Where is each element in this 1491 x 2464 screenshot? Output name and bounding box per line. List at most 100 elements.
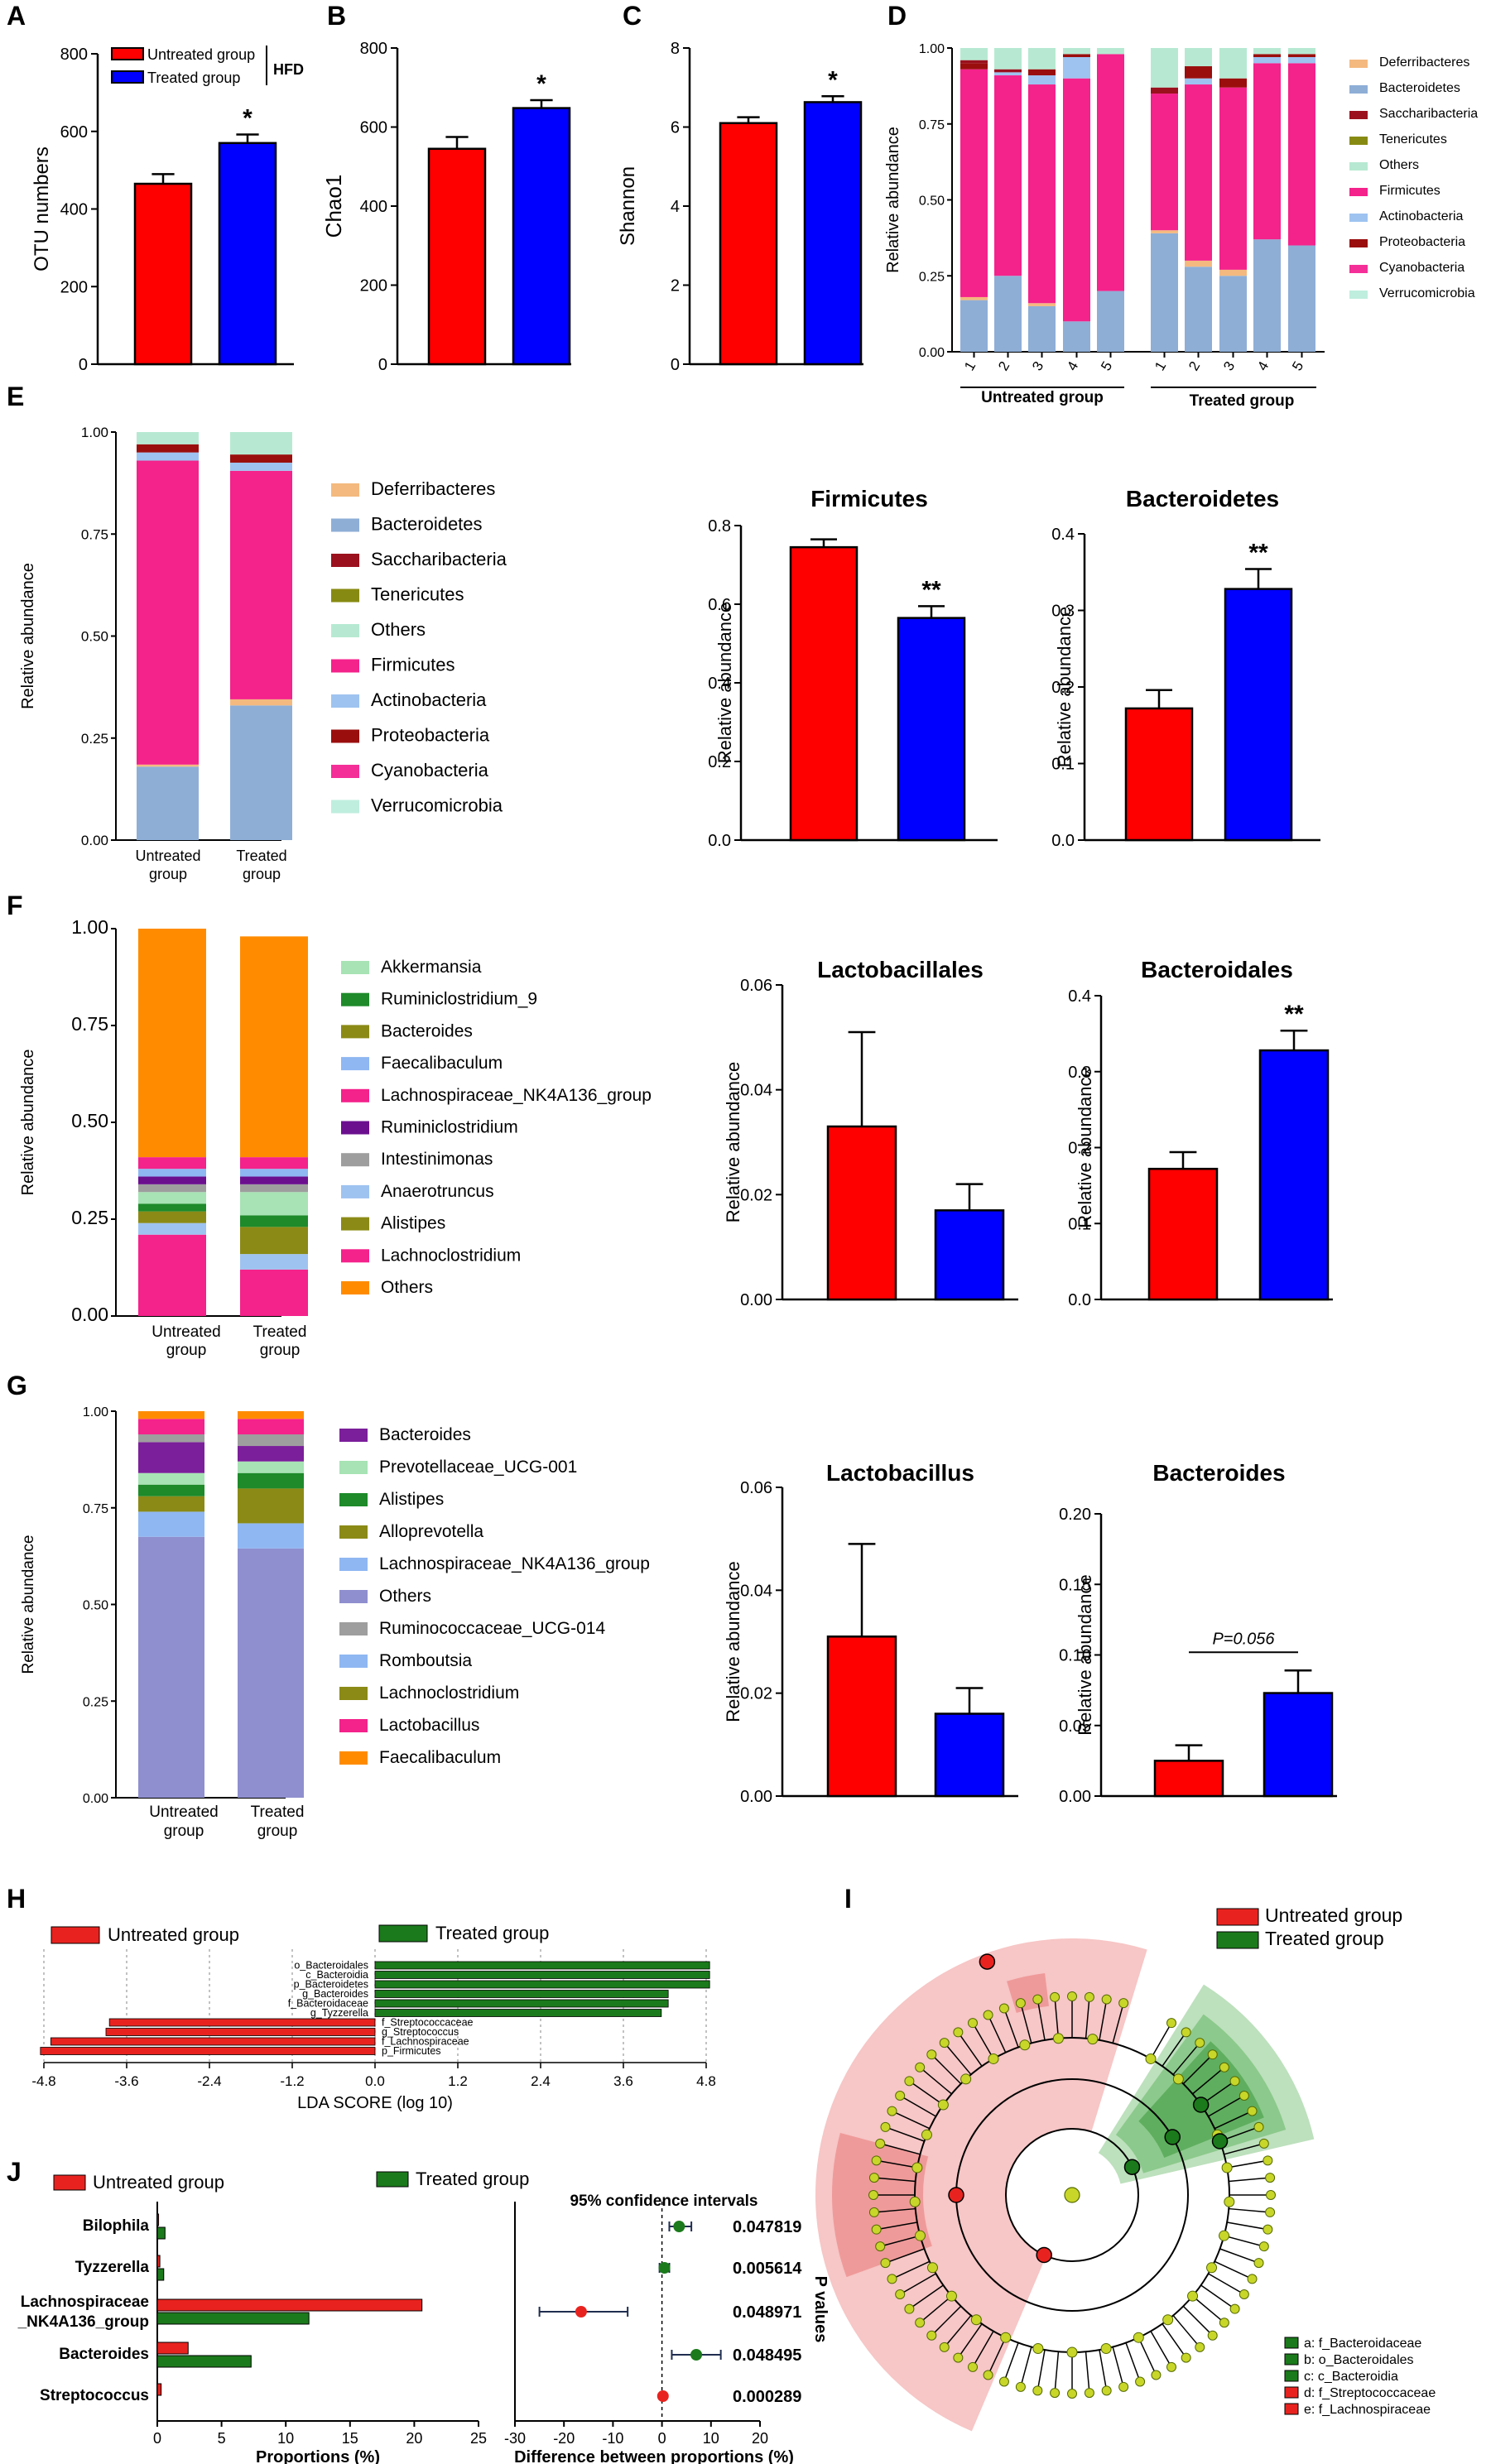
cladogram-leaf-node bbox=[1166, 2018, 1176, 2029]
key-label: a: f_Bacteroidaceae bbox=[1304, 2337, 1421, 2351]
cladogram-node bbox=[1133, 2332, 1144, 2343]
y-tick-label: 1.00 bbox=[81, 425, 108, 440]
stack-segment bbox=[1253, 63, 1281, 240]
legend-swatch bbox=[341, 961, 369, 974]
stack-segment bbox=[960, 300, 988, 352]
cladogram-node bbox=[1019, 2039, 1031, 2051]
cladogram-branch bbox=[1172, 2044, 1200, 2075]
key-label: c: c_Bacteroidia bbox=[1304, 2370, 1398, 2384]
legend-label: Actinobacteria bbox=[1379, 209, 1463, 223]
x-axis-label: Proportions (%) bbox=[256, 2448, 380, 2464]
y-axis-label: Relative abundance bbox=[19, 563, 37, 709]
cladogram-highlight-node bbox=[1211, 2133, 1229, 2149]
cladogram-leaf-node bbox=[983, 2010, 993, 2020]
cladogram-branch bbox=[1208, 2096, 1243, 2117]
chart-title: Lactobacillus bbox=[826, 1460, 974, 1486]
lda-bar bbox=[40, 2047, 376, 2055]
y-tick-label: 1.00 bbox=[71, 916, 108, 938]
cladogram-leaf-node bbox=[880, 2258, 891, 2269]
stack-segment bbox=[138, 1472, 204, 1485]
legend-label: Romboutsia bbox=[379, 1651, 472, 1670]
cladogram-node bbox=[909, 2196, 921, 2207]
stack-segment bbox=[1253, 57, 1281, 64]
stack-segment bbox=[138, 1511, 204, 1537]
legend-swatch bbox=[1349, 137, 1368, 145]
x-tick-label: 0 bbox=[153, 2430, 161, 2447]
cladogram-branch bbox=[1162, 2033, 1186, 2067]
cladogram-node bbox=[1206, 2262, 1218, 2274]
y-tick-label: 0.0 bbox=[708, 832, 731, 850]
stack-segment bbox=[1185, 78, 1212, 85]
proportion-bar-untreated bbox=[156, 2255, 161, 2268]
y-tick-label: 0.10 bbox=[1059, 1647, 1091, 1665]
legend-label: Ruminiclostridium_9 bbox=[381, 990, 537, 1009]
significance-marker: * bbox=[828, 66, 838, 94]
ci-point bbox=[690, 2349, 703, 2361]
y-tick-label: 0.4 bbox=[708, 675, 731, 693]
lda-feature-label: f_Streptococcaceae bbox=[382, 2017, 474, 2029]
p-value: 0.005614 bbox=[733, 2260, 802, 2278]
proportion-bar-untreated bbox=[156, 2383, 162, 2396]
y-tick-label: 0.2 bbox=[1051, 679, 1075, 697]
y-tick-label: 0.4 bbox=[1068, 987, 1091, 1006]
cladogram-branch bbox=[932, 2305, 962, 2335]
legend-label: Lachnospiraceae_NK4A136_group bbox=[379, 1554, 650, 1573]
y-tick-label: 0.6 bbox=[708, 596, 731, 614]
cladogram-leaf-node bbox=[1181, 2027, 1191, 2038]
stack-segment bbox=[138, 1203, 206, 1212]
cladogram-branch bbox=[958, 2323, 983, 2357]
legend-label: Bacteroides bbox=[381, 1021, 473, 1040]
chart-title: Lactobacillales bbox=[817, 957, 984, 982]
stack-segment bbox=[1063, 48, 1090, 55]
cladogram-leaf-node bbox=[895, 2091, 906, 2101]
y-tick-label: 0.1 bbox=[1051, 756, 1075, 774]
cladogram-branch bbox=[892, 2111, 931, 2130]
cladogram-node bbox=[1162, 2314, 1174, 2326]
y-tick-label: 200 bbox=[360, 277, 387, 295]
cladogram-branch bbox=[1099, 2349, 1108, 2390]
x-tick-label: 4.8 bbox=[696, 2073, 716, 2089]
lda-feature-label: p_Bacteroidetes bbox=[294, 1979, 368, 1991]
cladogram-branch bbox=[1112, 2004, 1124, 2044]
y-tick-label: 0.25 bbox=[919, 270, 945, 284]
legend-swatch bbox=[341, 1057, 369, 1071]
cladogram-branch bbox=[901, 2096, 936, 2117]
legend-label: Untreated group bbox=[147, 46, 255, 63]
cladogram-branch bbox=[1224, 2235, 1263, 2247]
cladogram-leaf-node bbox=[871, 2155, 882, 2166]
x-tick-label: 0 bbox=[658, 2430, 666, 2447]
stack-segment bbox=[1063, 78, 1090, 322]
cladogram-node bbox=[1224, 2196, 1235, 2207]
y-tick-label: 400 bbox=[60, 201, 88, 219]
stack-segment bbox=[1288, 245, 1315, 352]
stack-segment bbox=[238, 1472, 304, 1489]
cladogram-leaf-node bbox=[1151, 2370, 1162, 2380]
legend-swatch-untreated bbox=[1216, 1908, 1259, 1926]
y-axis-label: Relative abundance bbox=[723, 1561, 743, 1722]
stack-segment bbox=[230, 432, 292, 455]
x-tick-label: -10 bbox=[602, 2430, 623, 2447]
cladogram-leaf-node bbox=[1253, 2258, 1264, 2269]
cladogram-leaf-node bbox=[868, 2207, 879, 2217]
y-tick-label: 0.00 bbox=[740, 1788, 772, 1806]
cladogram-node bbox=[1172, 2073, 1184, 2085]
stack-segment bbox=[240, 1254, 308, 1270]
stack-segment bbox=[1028, 84, 1056, 304]
stack-segment bbox=[238, 1419, 304, 1435]
stack-segment bbox=[1219, 276, 1247, 352]
cladogram-branch bbox=[1054, 1998, 1060, 2039]
cladogram-leaf-node bbox=[875, 2138, 886, 2149]
cladogram-branch bbox=[1099, 2000, 1108, 2041]
stack-segment bbox=[1063, 321, 1090, 352]
cladogram-leaf-node bbox=[1015, 1998, 1026, 2009]
stack-segment bbox=[960, 69, 988, 297]
legend-swatch bbox=[1349, 162, 1368, 171]
cladogram-branch bbox=[1162, 2323, 1186, 2357]
ci-point bbox=[575, 2306, 587, 2318]
y-axis-label: Relative abundance bbox=[714, 603, 735, 763]
legend-swatch bbox=[1349, 265, 1368, 273]
feature-label: Bacteroides bbox=[59, 2346, 149, 2363]
key-label: e: f_Lachnospiraceae bbox=[1304, 2403, 1431, 2417]
stack-segment bbox=[240, 1184, 308, 1193]
